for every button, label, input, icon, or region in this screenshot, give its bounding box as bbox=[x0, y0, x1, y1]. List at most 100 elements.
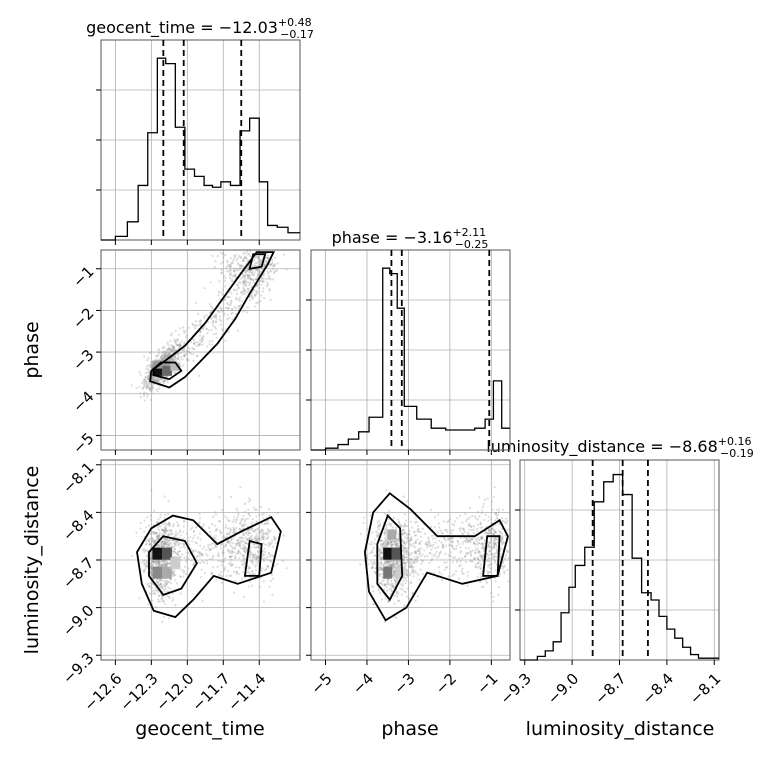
sample-point bbox=[182, 575, 185, 578]
sample-point bbox=[202, 523, 205, 526]
sample-point bbox=[154, 592, 157, 595]
sample-point bbox=[419, 535, 422, 538]
title-upper-error: +0.48 bbox=[278, 16, 312, 29]
sample-point bbox=[379, 562, 383, 565]
sample-point bbox=[203, 561, 206, 564]
sample-point bbox=[241, 259, 244, 262]
sample-point bbox=[248, 271, 251, 274]
sample-point bbox=[256, 290, 259, 293]
sample-point bbox=[171, 332, 174, 335]
sample-point bbox=[252, 273, 255, 276]
sample-point bbox=[463, 536, 466, 540]
sample-point bbox=[176, 343, 180, 347]
sample-point bbox=[494, 537, 497, 540]
sample-point bbox=[162, 542, 165, 545]
sample-point bbox=[456, 517, 459, 520]
sample-point bbox=[243, 279, 246, 282]
sample-point bbox=[201, 553, 204, 556]
sample-point bbox=[242, 533, 246, 537]
sample-point bbox=[399, 587, 402, 590]
sample-point bbox=[178, 550, 181, 553]
sample-point bbox=[211, 558, 214, 561]
sample-point bbox=[232, 531, 236, 535]
sample-point bbox=[241, 281, 244, 284]
sample-point bbox=[260, 294, 263, 297]
sample-point bbox=[197, 312, 200, 315]
sample-point bbox=[177, 524, 180, 528]
sample-point bbox=[235, 566, 238, 569]
sample-point bbox=[168, 353, 171, 356]
sample-point bbox=[479, 554, 482, 557]
sample-point bbox=[180, 351, 183, 355]
sample-point bbox=[192, 347, 195, 350]
sample-point bbox=[388, 509, 391, 512]
sample-point bbox=[273, 539, 276, 542]
sample-point bbox=[471, 560, 474, 563]
sample-point bbox=[232, 269, 236, 273]
sample-point bbox=[174, 341, 177, 344]
sample-point bbox=[409, 566, 412, 569]
sample-point bbox=[169, 539, 172, 542]
sample-point bbox=[224, 306, 227, 310]
sample-point bbox=[162, 537, 166, 540]
sample-point bbox=[172, 345, 175, 348]
sample-point bbox=[262, 274, 265, 277]
sample-point bbox=[216, 565, 219, 569]
sample-point bbox=[247, 585, 250, 588]
sample-point bbox=[172, 549, 175, 553]
sample-point bbox=[413, 555, 416, 558]
sample-point bbox=[245, 541, 248, 545]
sample-point bbox=[367, 563, 370, 566]
sample-point bbox=[168, 349, 172, 352]
sample-point bbox=[211, 542, 214, 545]
sample-point bbox=[231, 274, 234, 278]
sample-point bbox=[143, 377, 146, 381]
sample-point bbox=[171, 350, 174, 353]
sample-point bbox=[488, 549, 491, 553]
sample-point bbox=[222, 256, 225, 259]
sample-point bbox=[252, 278, 255, 281]
sample-point bbox=[159, 578, 162, 581]
sample-point bbox=[262, 538, 265, 541]
sample-point bbox=[152, 531, 155, 534]
sample-point bbox=[246, 250, 249, 253]
sample-point bbox=[466, 571, 469, 574]
sample-point bbox=[251, 518, 255, 521]
sample-point bbox=[269, 269, 272, 272]
sample-point bbox=[162, 563, 165, 566]
sample-point bbox=[241, 577, 244, 580]
sample-point bbox=[166, 381, 169, 384]
sample-point bbox=[271, 260, 274, 263]
sample-point bbox=[373, 542, 376, 545]
sample-point bbox=[498, 575, 501, 578]
sample-point bbox=[191, 347, 194, 350]
sample-point bbox=[179, 356, 182, 359]
sample-point bbox=[392, 563, 395, 566]
sample-point bbox=[192, 529, 196, 533]
y-tick-label: −1 bbox=[69, 263, 97, 291]
sample-point bbox=[261, 550, 264, 553]
sample-point bbox=[248, 538, 251, 541]
sample-point bbox=[175, 539, 178, 542]
sample-point bbox=[214, 321, 217, 324]
sample-point bbox=[419, 568, 422, 571]
sample-point bbox=[135, 531, 138, 534]
sample-point bbox=[237, 287, 240, 290]
sample-point bbox=[258, 255, 261, 258]
sample-point bbox=[458, 557, 461, 560]
sample-point bbox=[388, 588, 391, 591]
sample-point bbox=[244, 309, 247, 312]
sample-point bbox=[145, 563, 149, 566]
sample-point bbox=[203, 316, 206, 320]
sample-point bbox=[187, 358, 190, 362]
sample-point bbox=[197, 344, 200, 347]
sample-point bbox=[452, 524, 456, 527]
sample-point bbox=[178, 344, 182, 347]
sample-point bbox=[406, 500, 409, 503]
sample-point bbox=[403, 604, 406, 607]
sample-point bbox=[264, 522, 267, 525]
sample-point bbox=[240, 256, 243, 259]
sample-point bbox=[423, 549, 426, 552]
sample-point bbox=[205, 559, 208, 562]
sample-point bbox=[159, 579, 162, 582]
